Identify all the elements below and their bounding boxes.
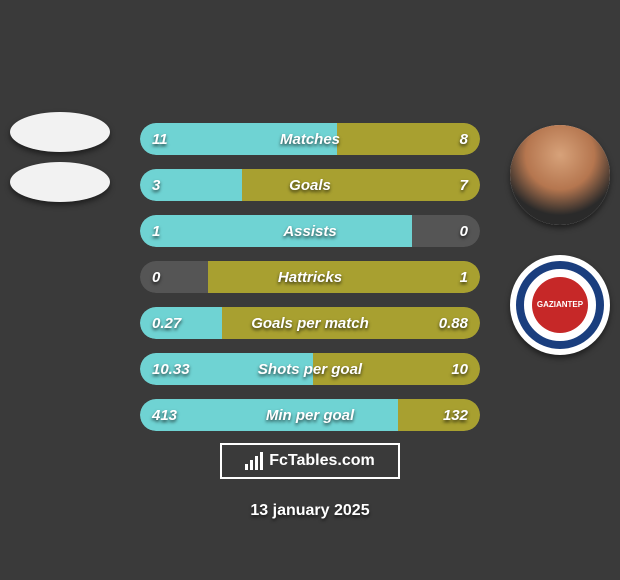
stat-label: Goals [140,169,480,201]
left-avatars [10,112,110,202]
stat-row: 10Assists [140,215,480,247]
brand-box[interactable]: FcTables.com [220,443,400,479]
stat-row: 413132Min per goal [140,399,480,431]
stat-row: 118Matches [140,123,480,155]
stat-row: 10.3310Shots per goal [140,353,480,385]
right-avatars: GAZIANTEP [510,125,610,355]
stat-label: Shots per goal [140,353,480,385]
stat-row: 0.270.88Goals per match [140,307,480,339]
brand-text: FcTables.com [269,452,375,470]
stat-label: Hattricks [140,261,480,293]
stats-list: 118Matches 37Goals 10Assists 01Hattricks 0.2… [140,123,480,431]
right-club-logo: GAZIANTEP [510,255,610,355]
stat-label: Min per goal [140,399,480,431]
stat-label: Matches [140,123,480,155]
club-text: GAZIANTEP [537,301,583,310]
left-club-logo [10,162,110,202]
stat-row: 01Hattricks [140,261,480,293]
stat-label: Goals per match [140,307,480,339]
stat-row: 37Goals [140,169,480,201]
date-text: 13 january 2025 [0,502,620,520]
right-player-avatar [510,125,610,225]
stat-label: Assists [140,215,480,247]
left-player-avatar [10,112,110,152]
player-face-placeholder [510,125,610,225]
chart-icon [245,452,263,470]
